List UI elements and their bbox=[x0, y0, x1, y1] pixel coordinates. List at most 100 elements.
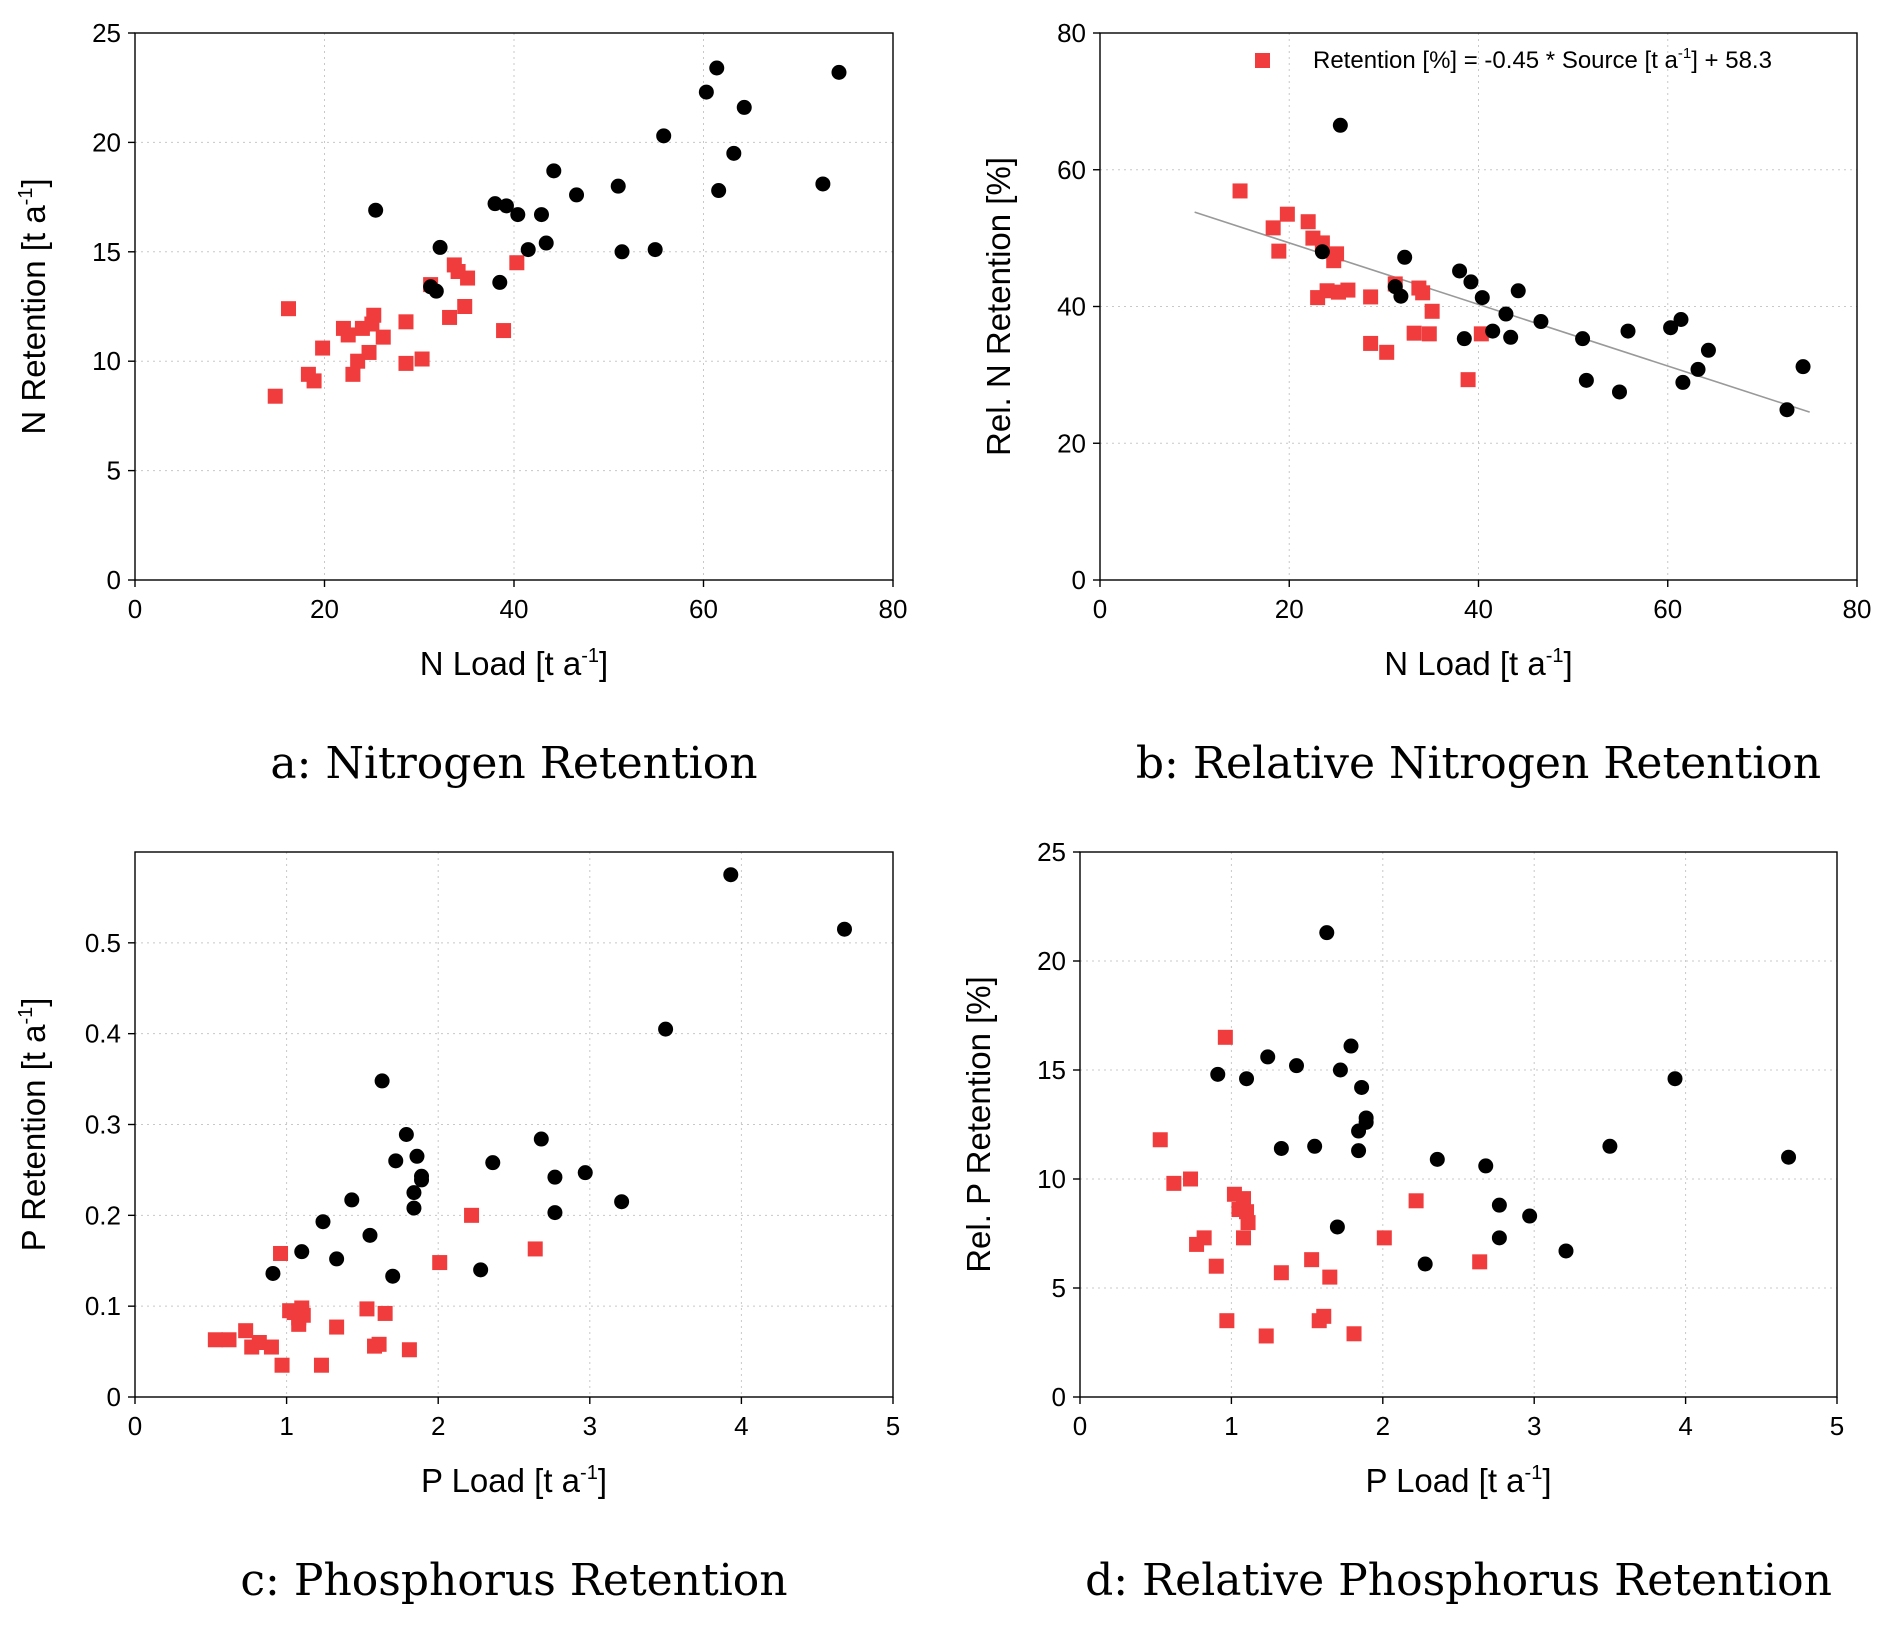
y-tick-label: 80 bbox=[1057, 18, 1086, 48]
data-point-circle bbox=[1503, 329, 1519, 345]
data-point-square bbox=[315, 340, 331, 356]
x-tick-label: 1 bbox=[1224, 1411, 1238, 1441]
data-point-square bbox=[207, 1332, 223, 1348]
x-axis-label-superscript: -1 bbox=[580, 1462, 598, 1484]
data-point-circle bbox=[836, 921, 852, 937]
data-point-circle bbox=[1700, 342, 1716, 358]
data-point-square bbox=[375, 329, 391, 345]
data-point-square bbox=[313, 1357, 329, 1373]
data-point-circle bbox=[698, 84, 714, 100]
data-point-square bbox=[1304, 1252, 1320, 1268]
data-point-circle bbox=[538, 235, 554, 251]
y-tick-label: 60 bbox=[1057, 155, 1086, 185]
data-point-square bbox=[398, 314, 414, 330]
data-point-circle bbox=[1690, 361, 1706, 377]
data-point-square bbox=[1408, 1193, 1424, 1209]
data-point-square bbox=[401, 1342, 417, 1358]
data-point-circle bbox=[1578, 372, 1594, 388]
data-point-square bbox=[1219, 1313, 1235, 1329]
data-point-square bbox=[1279, 206, 1295, 222]
y-tick-label: 10 bbox=[1037, 1164, 1066, 1194]
y-axis-label: Rel. N Retention [%] bbox=[980, 157, 1017, 456]
y-tick-label: 20 bbox=[1037, 946, 1066, 976]
x-axis-label-superscript: -1 bbox=[581, 645, 599, 667]
data-point-square bbox=[345, 366, 361, 382]
y-tick-label: 0.3 bbox=[85, 1110, 121, 1140]
y-axis-label: P Retention [t a-1] bbox=[15, 998, 52, 1252]
data-point-circle bbox=[1779, 402, 1795, 418]
data-point-circle bbox=[1319, 925, 1335, 941]
data-point-square bbox=[1316, 1308, 1332, 1324]
data-point-circle bbox=[1343, 1038, 1359, 1054]
x-tick-label: 1 bbox=[279, 1411, 293, 1441]
series-circles bbox=[1210, 925, 1797, 1272]
data-point-square bbox=[371, 1336, 387, 1352]
data-point-circle bbox=[374, 1073, 390, 1089]
y-tick-label: 0.4 bbox=[85, 1019, 121, 1049]
data-point-circle bbox=[533, 207, 549, 223]
x-tick-label: 0 bbox=[128, 1411, 142, 1441]
data-point-square bbox=[1166, 1175, 1182, 1191]
y-tick-label: 0.5 bbox=[85, 928, 121, 958]
y-tick-label: 5 bbox=[1052, 1273, 1066, 1303]
panel-caption: c: Phosphorus Retention bbox=[240, 1555, 787, 1606]
x-axis-label: P Load [t a-1] bbox=[1366, 1462, 1552, 1499]
data-point-square bbox=[1406, 325, 1422, 341]
y-tick-label: 15 bbox=[1037, 1055, 1066, 1085]
y-axis-label-text: P Retention [t a bbox=[15, 1024, 52, 1252]
data-point-square bbox=[1379, 344, 1395, 360]
x-tick-label: 0 bbox=[128, 594, 142, 624]
data-point-circle bbox=[498, 198, 514, 214]
data-point-circle bbox=[711, 183, 727, 199]
data-point-circle bbox=[1239, 1071, 1255, 1087]
legend-marker-square bbox=[1255, 53, 1270, 68]
x-axis-label-text: P Load [t a bbox=[421, 1462, 581, 1499]
data-point-square bbox=[1196, 1230, 1212, 1246]
data-point-square bbox=[1319, 283, 1335, 299]
y-axis-label: Rel. P Retention [%] bbox=[960, 976, 997, 1273]
panel-caption: b: Relative Nitrogen Retention bbox=[1136, 738, 1821, 789]
data-point-square bbox=[1217, 1029, 1233, 1045]
data-point-circle bbox=[362, 1227, 378, 1243]
x-tick-label: 80 bbox=[1843, 594, 1872, 624]
data-point-circle bbox=[520, 242, 536, 258]
data-point-square bbox=[350, 353, 366, 369]
data-point-square bbox=[359, 1301, 375, 1317]
data-point-square bbox=[1346, 1326, 1362, 1342]
data-point-circle bbox=[1611, 384, 1627, 400]
data-point-circle bbox=[432, 239, 448, 255]
x-tick-label: 5 bbox=[886, 1411, 900, 1441]
x-tick-label: 20 bbox=[1275, 594, 1304, 624]
data-point-square bbox=[1363, 289, 1379, 305]
data-point-circle bbox=[409, 1148, 425, 1164]
data-point-circle bbox=[1260, 1049, 1276, 1065]
data-point-square bbox=[398, 355, 414, 371]
y-tick-label: 0 bbox=[107, 565, 121, 595]
data-point-circle bbox=[1354, 1079, 1370, 1095]
x-axis-label-close: ] bbox=[1564, 645, 1573, 682]
y-tick-label: 0.1 bbox=[85, 1291, 121, 1321]
y-tick-label: 5 bbox=[107, 456, 121, 486]
data-point-circle bbox=[1675, 374, 1691, 390]
y-tick-label: 40 bbox=[1057, 292, 1086, 322]
data-point-square bbox=[1460, 372, 1476, 388]
data-point-square bbox=[1152, 1132, 1168, 1148]
data-point-circle bbox=[614, 1194, 630, 1210]
x-tick-label: 3 bbox=[1527, 1411, 1541, 1441]
plot-frame bbox=[1079, 851, 1838, 1398]
data-point-square bbox=[263, 1339, 279, 1355]
data-point-circle bbox=[1510, 283, 1526, 299]
data-point-circle bbox=[1533, 314, 1549, 330]
x-tick-label: 60 bbox=[689, 594, 718, 624]
y-tick-label: 15 bbox=[92, 237, 121, 267]
data-point-circle bbox=[723, 867, 739, 883]
y-axis-label-superscript: -1 bbox=[15, 188, 37, 206]
data-point-square bbox=[1421, 326, 1437, 342]
x-tick-label: 3 bbox=[583, 1411, 597, 1441]
data-point-circle bbox=[388, 1153, 404, 1169]
plot-frame bbox=[134, 32, 894, 581]
data-point-square bbox=[1183, 1171, 1199, 1187]
legend-label-pre: Retention [%] = -0.45 * Source [t a bbox=[1313, 47, 1679, 74]
